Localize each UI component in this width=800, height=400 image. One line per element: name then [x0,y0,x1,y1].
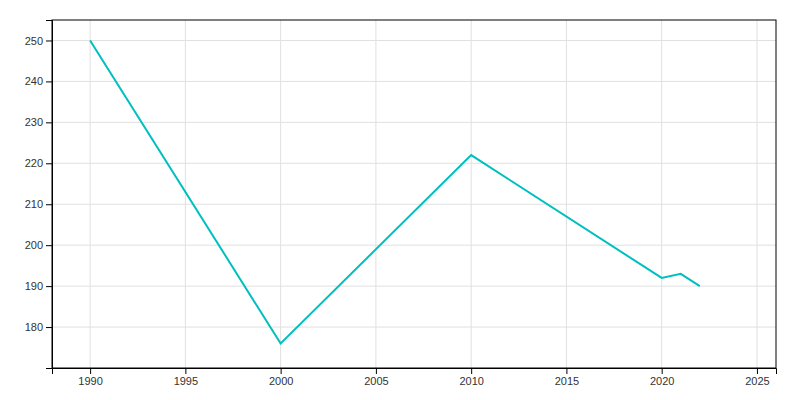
tick: 230 [25,116,52,128]
tick-mark [185,368,186,374]
tick: 2005 [364,368,388,387]
tick: 220 [25,157,52,169]
tick-label: 1995 [174,375,198,387]
tick-mark [471,368,472,374]
grid-line-y [52,327,776,328]
tick-label: 230 [25,116,43,128]
tick-mark [662,368,663,374]
marks [90,40,700,343]
tick-label: 2020 [650,375,674,387]
grid-line-y [52,163,776,164]
tick-mark [90,368,91,374]
grid-line-x [471,20,472,368]
tick: 1990 [78,368,102,387]
y-axis: 180 190 200 210 220 230 240 250 [25,21,53,369]
plot-frame [52,20,776,368]
tick-label: 180 [25,321,43,333]
tick-label: 220 [25,157,43,169]
tick-label: 190 [25,280,43,292]
grid-line-x [661,20,662,368]
tick-mark [46,122,52,123]
tick: 1995 [174,368,198,387]
chart-root: 1990 1995 2000 2005 2010 2015 2020 2025 180 190 20… [0,0,800,400]
tick: 240 [25,75,52,87]
grid-line-y [52,81,776,82]
x-axis: 1990 1995 2000 2005 2010 2015 2020 2025 [53,368,777,387]
tick-label: 1990 [78,375,102,387]
tick-mark [46,81,52,82]
tick-mark [757,368,758,374]
tick-mark [281,368,282,374]
grid-line-x [375,20,376,368]
tick: 2025 [745,368,769,387]
tick-label: 250 [25,34,43,46]
plot-area: 1990 1995 2000 2005 2010 2015 2020 2025 180 190 20… [25,20,777,387]
tick-mark [376,368,377,374]
tick-label: 240 [25,75,43,87]
tick-mark [46,40,52,41]
tick-mark [566,368,567,374]
tick: 200 [25,239,52,251]
line [90,40,700,343]
tick-label: 2025 [745,375,769,387]
grid-line-y [52,122,776,123]
tick-mark [46,327,52,328]
tick: 250 [25,34,52,46]
tick-mark [46,245,52,246]
grid [52,20,776,368]
tick: 2000 [269,368,293,387]
tick-label: 2015 [555,375,579,387]
grid-line-x [280,20,281,368]
axis-domain [46,21,53,369]
tick: 2015 [555,368,579,387]
tick: 2010 [459,368,483,387]
tick-label: 210 [25,198,43,210]
grid-line-x [90,20,91,368]
tick: 180 [25,321,52,333]
tick: 2020 [650,368,674,387]
tick: 210 [25,198,52,210]
axis-domain [53,369,777,375]
tick-label: 200 [25,239,43,251]
tick-label: 2000 [269,375,293,387]
grid-line-x [566,20,567,368]
tick-label: 2010 [459,375,483,387]
grid-line-y [52,204,776,205]
grid-line-y [52,245,776,246]
tick-mark [46,286,52,287]
tick-label: 2005 [364,375,388,387]
tick-mark [46,163,52,164]
grid-line-y [52,286,776,287]
grid-line-y [52,40,776,41]
tick: 190 [25,280,52,292]
tick-mark [46,204,52,205]
grid-line-x [756,20,757,368]
